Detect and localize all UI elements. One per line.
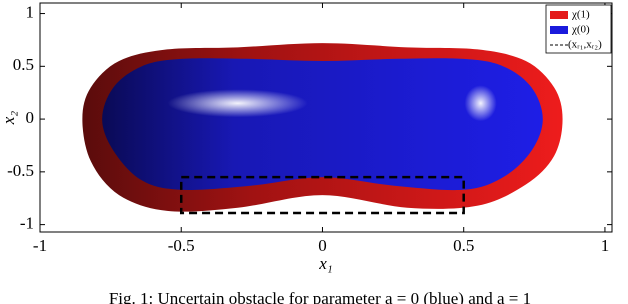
plot-frame (39, 2, 613, 233)
y-tick-label: 0 (26, 108, 35, 127)
legend: χ(1) χ(0) (xᵣ₁,xᵣ₂) (545, 4, 612, 54)
legend-label: χ(1) (571, 9, 590, 21)
y-tick-label: -0.5 (7, 161, 34, 180)
x-tick-label: -1 (33, 236, 47, 255)
y-tick-label: 1 (26, 2, 35, 21)
highlight (167, 89, 308, 118)
dashed-box (179, 175, 465, 215)
caption: Fig. 1: Uncertain obstacle for parameter… (109, 289, 531, 304)
x-tick-label: 1 (601, 236, 610, 255)
x-axis-label: x₁ (318, 254, 332, 273)
x-tick-label: -0.5 (168, 236, 195, 255)
y-axis-label: x₂ (0, 111, 18, 126)
highlight (464, 85, 497, 122)
legend-label: (xᵣ₁,xᵣ₂) (568, 39, 602, 51)
y-tick-label: -1 (20, 214, 34, 233)
legend-swatch (550, 26, 568, 34)
y-tick-label: 0.5 (13, 55, 34, 74)
x-tick-label: 0.5 (453, 236, 474, 255)
region (102, 58, 543, 191)
legend-label: χ(0) (571, 24, 590, 36)
x-tick-label: 0 (318, 236, 327, 255)
legend-swatch (550, 11, 568, 19)
